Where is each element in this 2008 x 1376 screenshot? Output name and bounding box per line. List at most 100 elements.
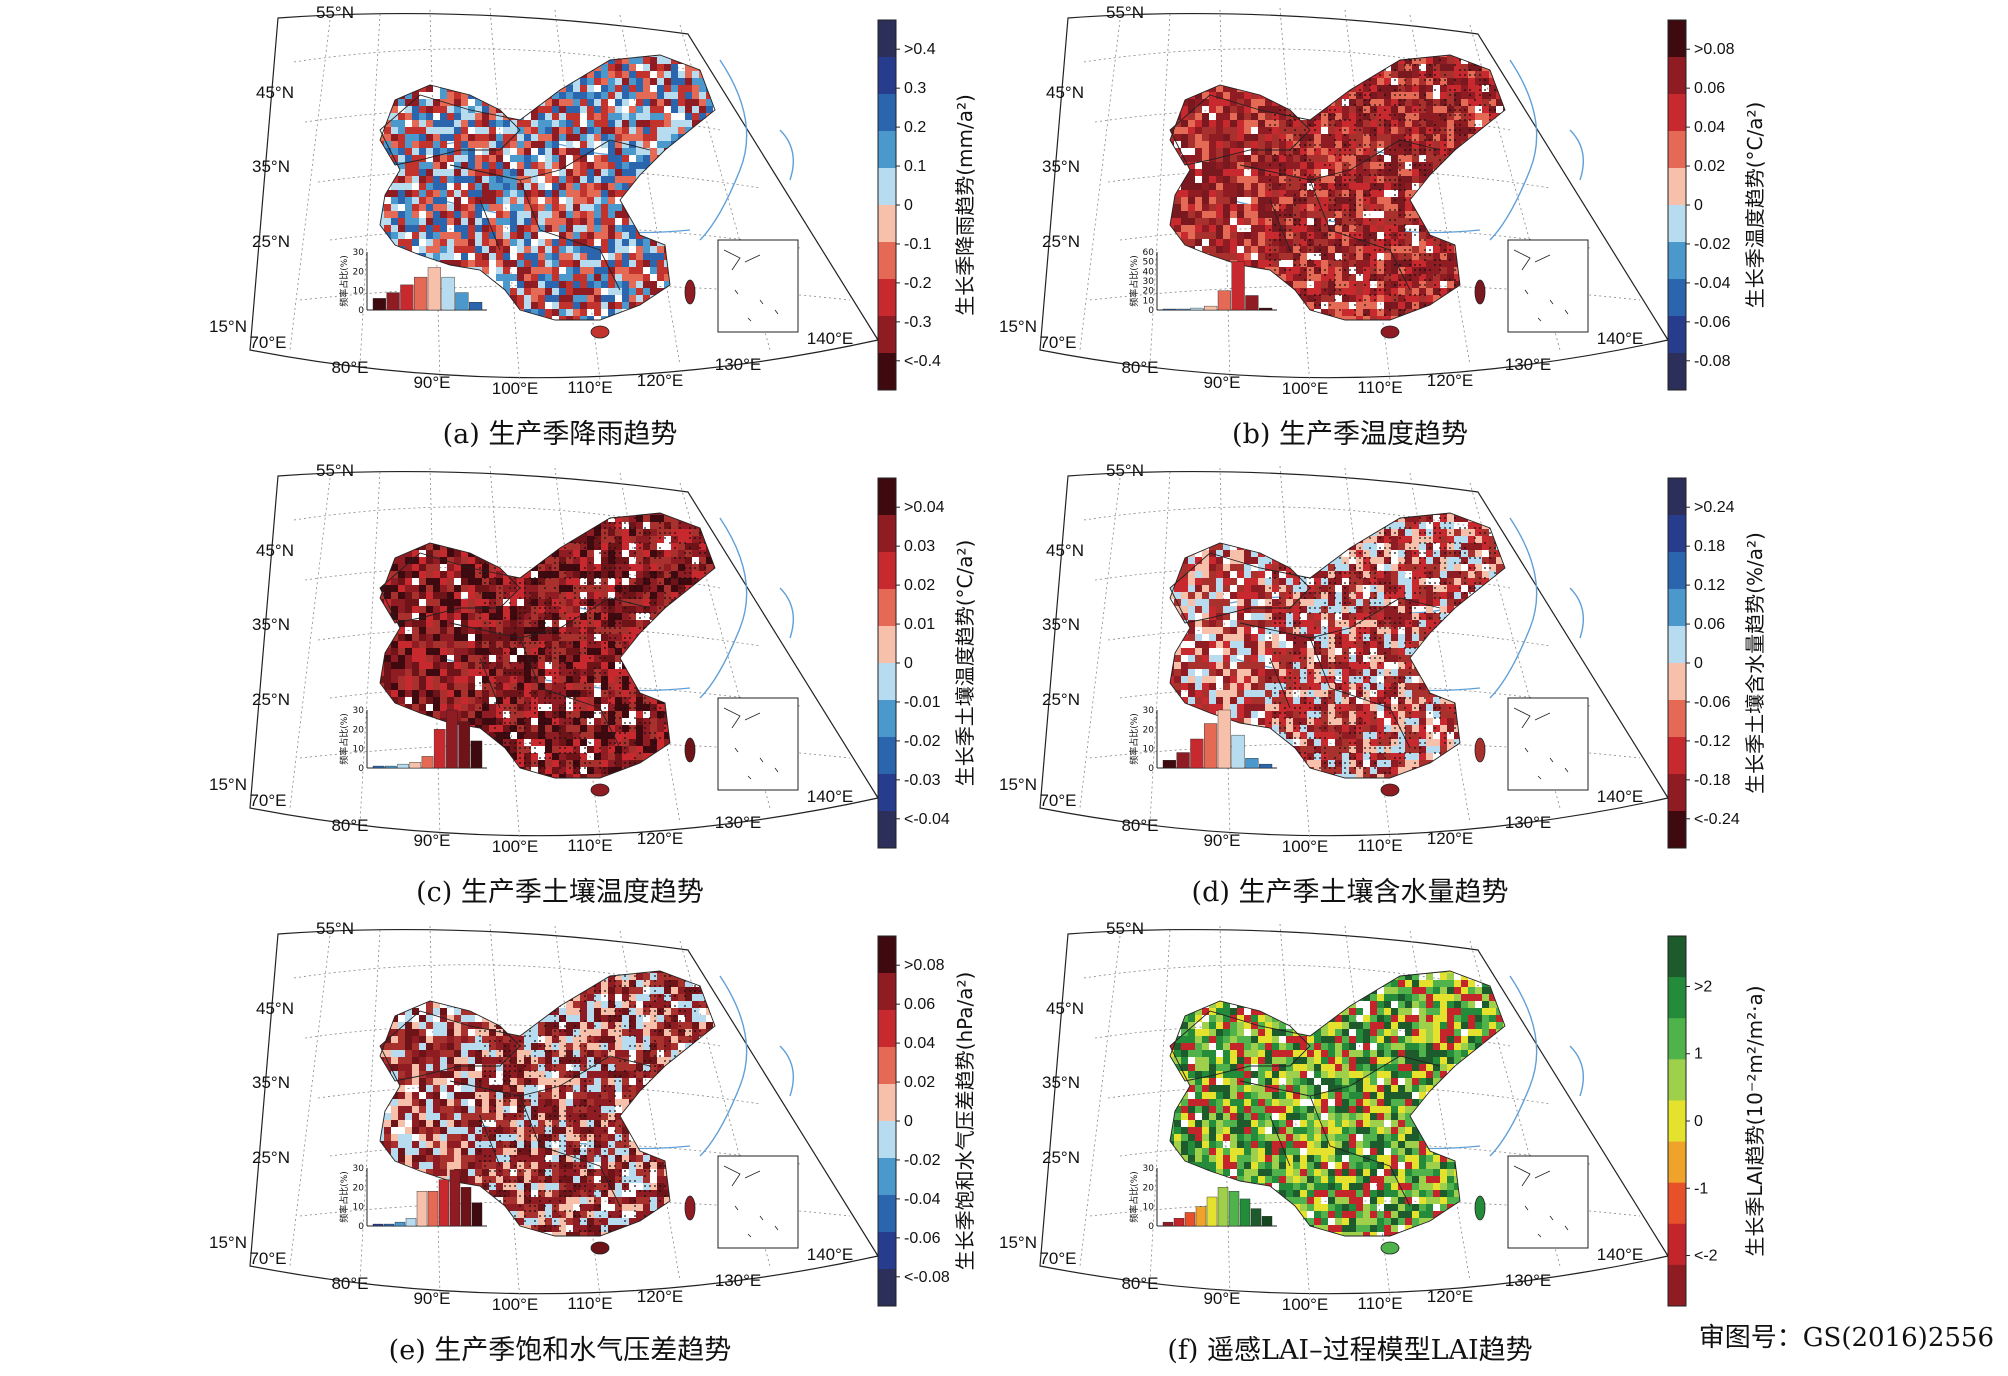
histogram-bar [449,1169,461,1227]
histogram-bar [1162,308,1176,311]
colorbar-swatch [878,626,896,664]
colorbar-swatch [878,94,896,132]
histogram-bar [470,740,483,769]
histogram-bar [1184,1212,1196,1227]
map-canvas: 55°N 45°N 35°N 25°N 15°N70°E 80°E 90°E 100°E 110… [999,461,1767,856]
histogram-bar [1228,1191,1240,1227]
lon-label: 70°E [249,791,286,810]
colorbar-label: <-0.24 [1694,811,1740,828]
lat-label: 55°N [1106,461,1144,480]
histogram-tick: 50 [1143,258,1155,268]
histogram-bar [1259,763,1273,769]
histogram-bar [386,292,400,311]
lon-label: 120°E [637,1287,684,1306]
lat-label: 55°N [316,3,354,22]
map-panel-c: 55°N 45°N 35°N 25°N 15°N 70°E 80°E 90°E 100°E 110… [0,458,1000,916]
colorbar-swatch [1668,168,1686,206]
histogram-bar [1204,723,1218,769]
lat-label: 55°N [1106,919,1144,938]
colorbar-label: -0.06 [904,1230,941,1247]
lon-label: 80°E [1121,358,1158,377]
histogram-bar [1162,760,1176,769]
colorbar-swatch [1668,242,1686,280]
map-panel-a: 55°N 45°N 35°N 25°N 15°N 70°E 80°E 90°E 100°E 110… [0,0,1000,458]
colorbar: >0.04 0.03 0.02 0.01 0 -0.01 -0.02 -0.03 <-0.04 生… [877,477,977,849]
lon-label: 80°E [331,1274,368,1293]
panel-caption: (e) 生产季饱和水气压差趋势 [388,1335,732,1366]
histogram-bar [427,1191,439,1227]
lon-label: 110°E [567,378,612,397]
colorbar-label: 0 [904,197,913,214]
colorbar-label: 0.02 [904,577,935,594]
lon-label: 140°E [807,329,854,348]
colorbar-label: -0.01 [904,694,941,711]
histogram-bar [1261,1216,1273,1227]
south-china-sea-inset [1507,1155,1589,1249]
colorbar-swatch [878,205,896,243]
colorbar-swatch [878,168,896,206]
lon-label: 110°E [1357,836,1402,855]
lat-label: 15°N [209,317,247,336]
lat-label: 45°N [1046,83,1084,102]
histogram-tick: 0 [1148,764,1154,774]
colorbar-swatch [1668,774,1686,812]
lon-label: 80°E [1121,1274,1158,1293]
lon-label: 110°E [567,836,612,855]
histogram-bar [469,302,483,311]
colorbar: >0.08 0.06 0.04 0.02 0 -0.02 -0.04 -0.06 -0.08 生长… [1667,19,1767,391]
colorbar-label: 0.03 [904,538,935,555]
colorbar-swatch [878,353,896,391]
histogram-bar [400,284,414,311]
colorbar-swatch [1668,1100,1686,1143]
map-canvas: 55°N 45°N 35°N 25°N 15°N70°E 80°E 90°E 100°E 110… [209,461,977,856]
lon-label: 90°E [413,831,450,850]
lat-label: 45°N [1046,541,1084,560]
colorbar-swatch [1668,737,1686,775]
histogram-bar [383,1223,395,1227]
colorbar-label: -1 [1694,1180,1708,1197]
lat-label: 55°N [316,919,354,938]
colorbar-label: -0.2 [904,275,932,292]
colorbar-label: 0 [1694,197,1703,214]
south-china-sea-inset [717,239,799,333]
lon-label: 90°E [413,373,450,392]
colorbar-label: -0.04 [1694,275,1731,292]
histogram-tick: 0 [1148,1222,1154,1232]
colorbar-swatch [1668,1264,1686,1307]
colorbar-label: 0.1 [904,158,926,175]
histogram-tick: 20 [353,267,365,277]
colorbar-title: 生长季LAI趋势(10⁻²m²/m²·a) [1743,985,1767,1256]
histogram-bar [1245,295,1259,311]
histogram-tick: 20 [1143,725,1155,735]
colorbar-swatch [878,774,896,812]
colorbar-swatch [1668,205,1686,243]
histogram-ylabel: 频率占比(%) [1128,713,1140,765]
histogram-bar [1239,1198,1251,1227]
histogram-tick: 30 [353,706,365,716]
colorbar-label: -0.3 [904,314,932,331]
lon-label: 130°E [1505,813,1552,832]
colorbar-label: 0.2 [904,119,926,136]
lat-label: 45°N [256,541,294,560]
histogram-bar [1217,1187,1229,1227]
lon-label: 100°E [1282,379,1329,398]
lon-label: 100°E [492,379,539,398]
histogram-tick: 10 [353,1203,365,1213]
colorbar-swatch [1668,94,1686,132]
colorbar-label: 0.02 [904,1074,935,1091]
lon-label: 70°E [249,333,286,352]
colorbar-swatch [878,131,896,169]
colorbar-label: 0.12 [1694,577,1725,594]
lon-label: 100°E [1282,1295,1329,1314]
colorbar-label: 0 [1694,1113,1703,1130]
panel-caption: (c) 生产季土壤温度趋势 [416,877,704,908]
lat-label: 55°N [316,461,354,480]
colorbar-swatch [878,552,896,590]
histogram-tick: 20 [1143,287,1155,297]
colorbar: >0.4 0.3 0.2 0.1 0 -0.1 -0.2 -0.3 <-0.4 生长季降雨趋势(m… [877,19,977,391]
lat-label: 35°N [252,615,290,634]
colorbar-swatch [1668,1182,1686,1225]
histogram-tick: 30 [1143,277,1155,287]
